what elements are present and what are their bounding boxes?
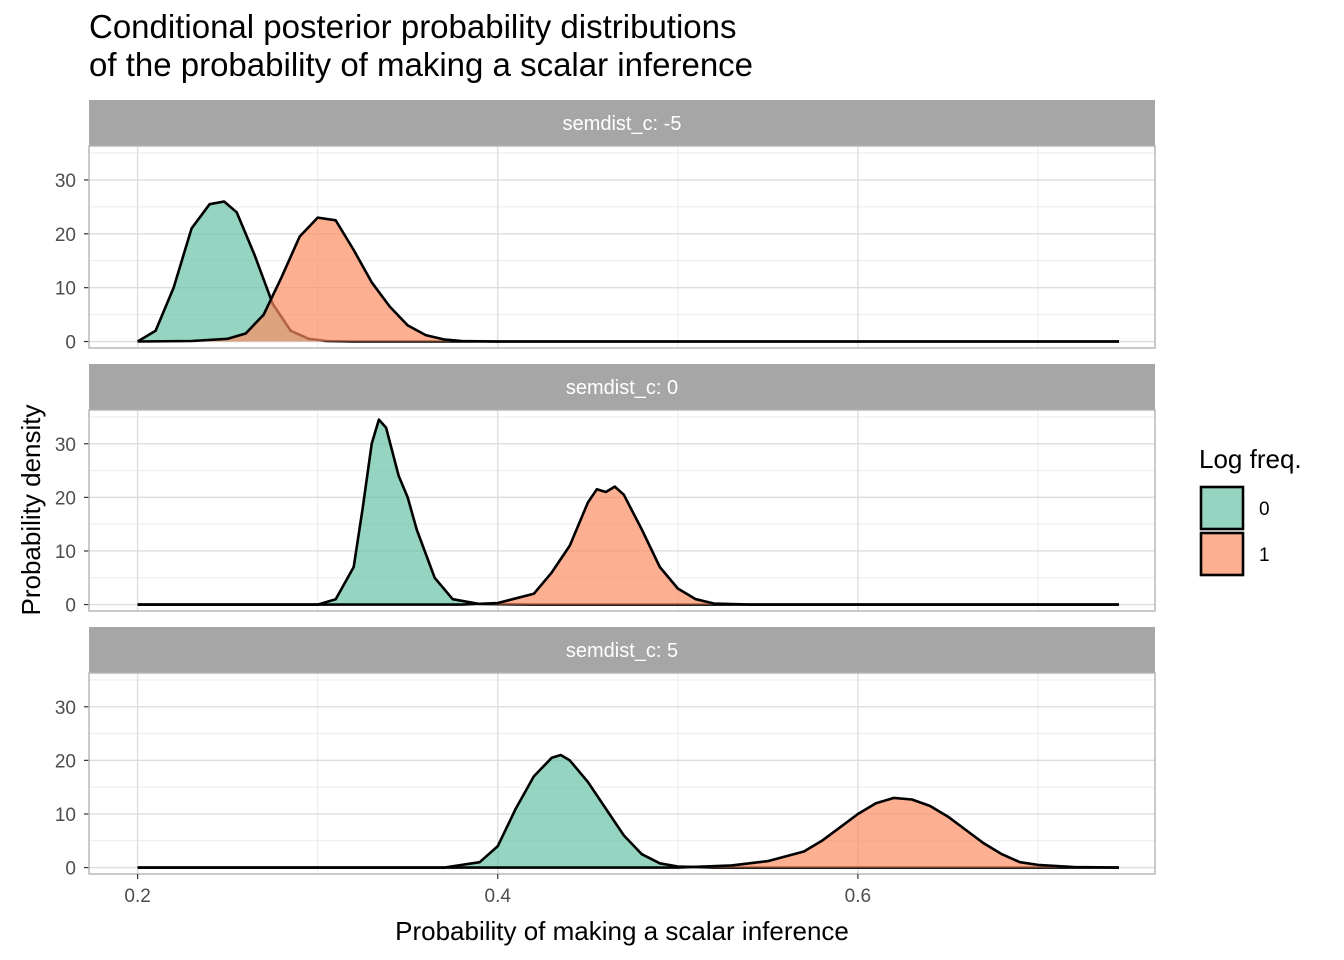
legend-title: Log freq. — [1199, 444, 1302, 474]
density-area-logfreq-1 — [137, 797, 1120, 868]
x-axis-title: Probability of making a scalar inference — [395, 916, 849, 946]
density-area-logfreq-0 — [137, 755, 1120, 868]
y-tick-label: 30 — [55, 171, 76, 192]
density-line-logfreq-0 — [137, 753, 1119, 869]
y-tick-label: 10 — [55, 279, 76, 300]
density-area-logfreq-0 — [137, 201, 1120, 342]
chart-title-line-1: Conditional posterior probability distri… — [89, 8, 737, 45]
legend-key-logfreq-1 — [1199, 531, 1245, 577]
x-tick-label: 0.6 — [845, 886, 871, 907]
legend-label-logfreq-0: 0 — [1259, 499, 1270, 520]
legend-key-logfreq-0 — [1199, 485, 1245, 531]
y-tick-label: 0 — [65, 333, 76, 354]
facet-strip — [89, 100, 1155, 146]
y-tick-label: 30 — [55, 435, 76, 456]
y-tick-label: 20 — [55, 225, 76, 246]
density-line-logfreq-0 — [137, 418, 1119, 606]
panel-border — [88, 672, 1156, 875]
y-tick-label: 20 — [55, 488, 76, 509]
facet-strip-label: semdist_c: 5 — [566, 640, 678, 662]
y-tick-label: 0 — [65, 596, 76, 617]
chart-title-line-2: of the probability of making a scalar in… — [89, 46, 754, 83]
chart-title: Conditional posterior probability distri… — [89, 8, 753, 84]
density-area-logfreq-0 — [137, 419, 1120, 605]
panel-border — [88, 145, 1156, 349]
y-tick-label: 30 — [55, 698, 76, 719]
y-tick-label: 0 — [65, 859, 76, 880]
density-area-logfreq-1 — [137, 486, 1120, 605]
facet-strip — [89, 627, 1155, 673]
density-area-logfreq-1 — [137, 217, 1120, 342]
y-tick-label: 10 — [55, 542, 76, 563]
x-tick-label: 0.4 — [485, 886, 512, 907]
x-tick-label: 0.2 — [124, 886, 150, 907]
density-line-logfreq-1 — [137, 485, 1119, 606]
y-tick-label: 10 — [55, 805, 76, 826]
y-axis-title: Probability density — [16, 405, 46, 616]
facet-strip-label: semdist_c: 0 — [566, 377, 678, 399]
y-tick-label: 20 — [55, 751, 76, 772]
density-line-logfreq-1 — [137, 796, 1120, 869]
density-line-logfreq-1 — [137, 216, 1119, 343]
facet-strip — [89, 364, 1155, 410]
panel-border — [88, 409, 1156, 612]
facet-strip-label: semdist_c: -5 — [563, 113, 682, 135]
legend-label-logfreq-1: 1 — [1259, 545, 1270, 566]
